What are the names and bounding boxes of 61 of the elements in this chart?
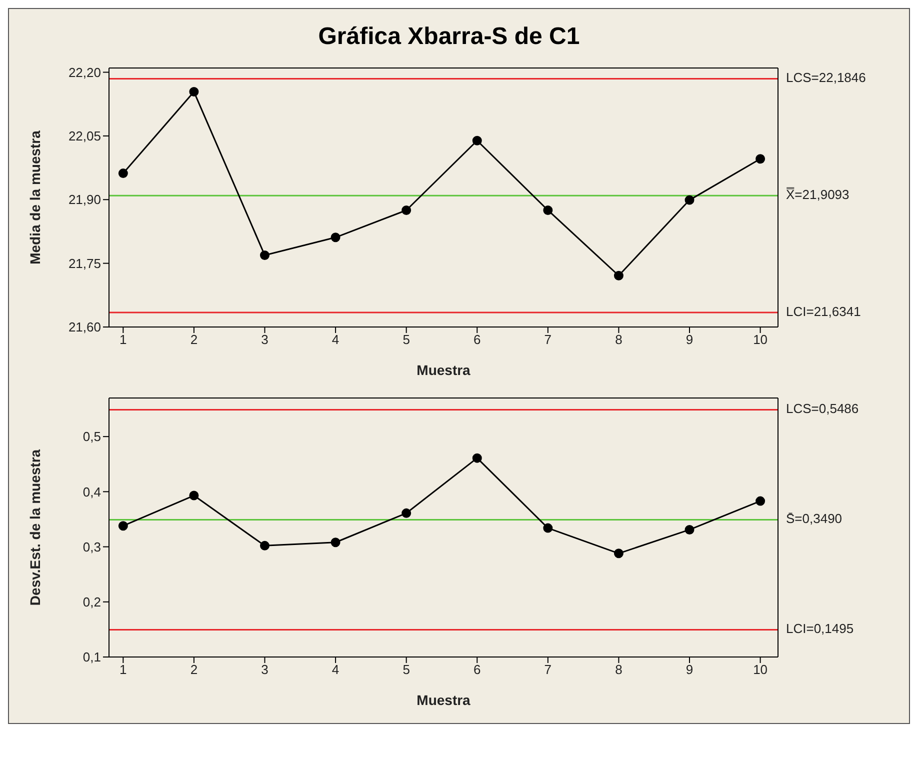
- point: [189, 87, 199, 97]
- y-tick-label: 0,1: [82, 650, 101, 665]
- point: [684, 524, 694, 534]
- point: [472, 136, 482, 146]
- ref-line-label: LCS=0,5486: [786, 401, 859, 416]
- point: [756, 154, 766, 164]
- x-tick-label: 9: [686, 332, 694, 348]
- x-tick-label: 8: [615, 332, 622, 348]
- point: [614, 548, 624, 558]
- point: [118, 521, 128, 531]
- point: [756, 496, 766, 506]
- x-tick-label: 4: [332, 332, 340, 348]
- ref-line-label: LCS=22,1846: [786, 70, 866, 86]
- x-tick-label: 3: [261, 662, 268, 678]
- chart-title: Gráfica Xbarra-S de C1: [317, 22, 581, 52]
- y-tick-label: 21,90: [68, 192, 101, 208]
- point: [684, 195, 694, 205]
- ref-line-label: S̄=0,3490: [786, 511, 842, 526]
- point: [402, 205, 412, 215]
- x-tick-label: 2: [190, 332, 198, 348]
- x-tick-label: 10: [753, 332, 768, 348]
- x-axis-title: Muestra: [416, 692, 471, 708]
- y-axis-title: Media de la muestra: [26, 130, 43, 264]
- x-tick-label: 9: [686, 662, 694, 678]
- x-tick-label: 10: [753, 662, 768, 678]
- y-tick-label: 0,3: [82, 539, 101, 554]
- x-tick-label: 4: [332, 662, 340, 678]
- point: [189, 490, 199, 500]
- y-tick-label: 0,2: [82, 594, 101, 610]
- point: [330, 232, 340, 242]
- point: [330, 538, 340, 548]
- x-tick-label: 1: [120, 332, 127, 348]
- x-tick-label: 6: [474, 332, 481, 348]
- y-tick-label: 0,4: [82, 484, 101, 500]
- x-axis-title: Muestra: [416, 362, 471, 378]
- point: [402, 508, 412, 518]
- point: [543, 523, 553, 533]
- x-tick-label: 7: [544, 332, 552, 348]
- point: [614, 270, 624, 280]
- point: [543, 205, 553, 215]
- y-tick-label: 22,05: [68, 128, 101, 144]
- x-tick-label: 7: [544, 662, 552, 678]
- point: [472, 453, 482, 463]
- x-tick-label: 2: [190, 662, 198, 678]
- x-tick-label: 5: [402, 662, 410, 678]
- x-tick-label: 5: [402, 332, 410, 348]
- ref-line-label: LCI=0,1495: [786, 621, 854, 636]
- x-tick-label: 8: [615, 662, 622, 678]
- y-axis-title: Desv.Est. de la muestra: [26, 449, 43, 606]
- y-tick-label: 22,20: [68, 64, 101, 80]
- y-tick-label: 21,60: [68, 320, 101, 335]
- point: [260, 250, 270, 260]
- point: [260, 540, 270, 550]
- x-tick-label: 6: [474, 662, 481, 678]
- ref-line-label: X̿=21,9093: [786, 187, 850, 202]
- ref-line-label: LCI=21,6341: [786, 304, 861, 319]
- y-tick-label: 21,75: [68, 256, 101, 271]
- x-tick-label: 3: [261, 332, 268, 348]
- point: [118, 168, 128, 178]
- y-tick-label: 0,5: [82, 429, 101, 444]
- x-tick-label: 1: [120, 662, 127, 678]
